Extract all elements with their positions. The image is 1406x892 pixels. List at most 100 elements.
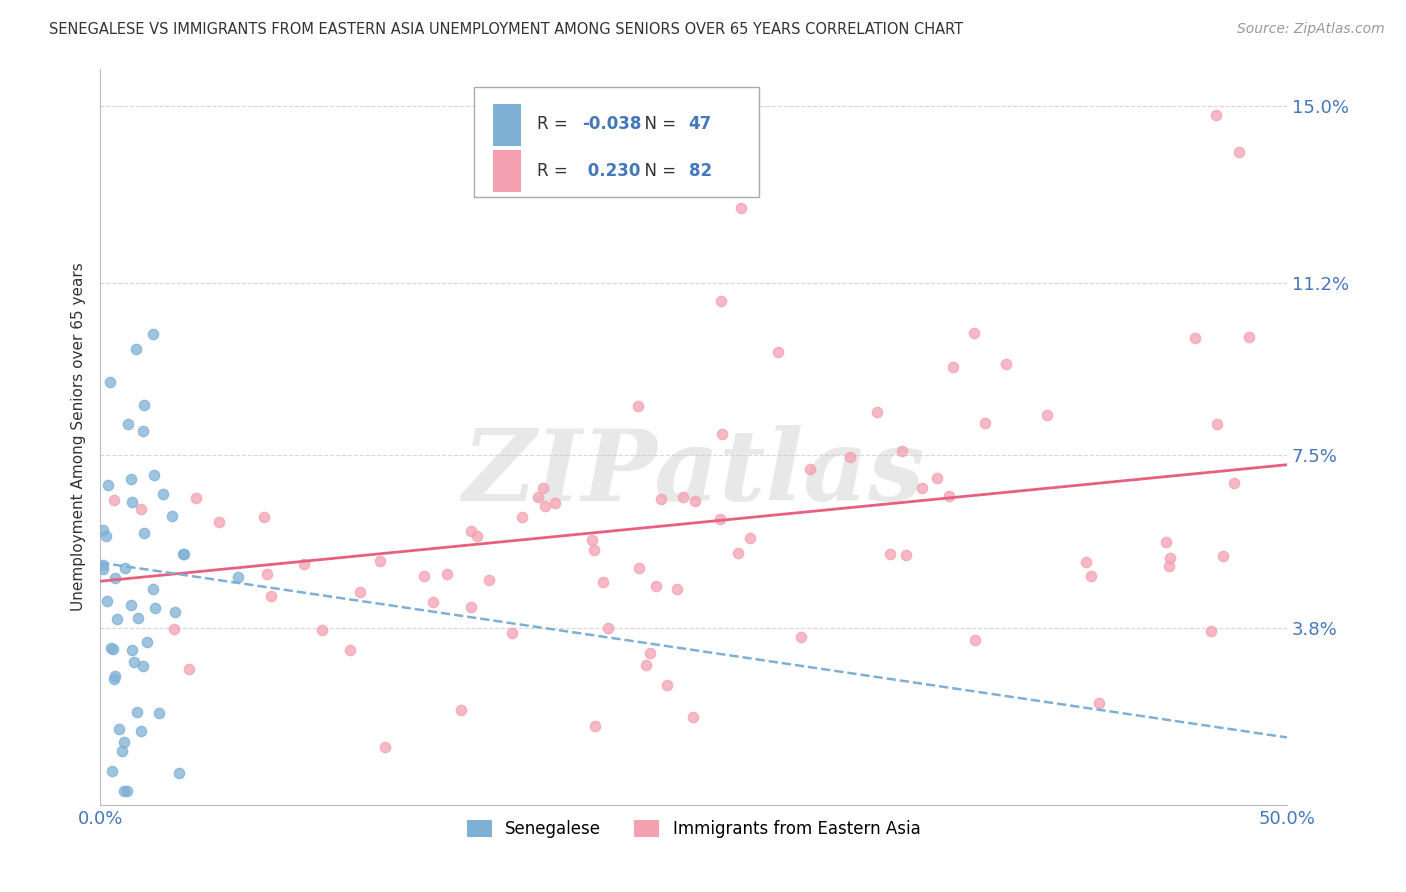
Text: R =: R = <box>537 115 572 134</box>
Point <box>1184 331 1206 345</box>
Point <box>436 567 458 582</box>
Point <box>1206 417 1229 431</box>
Text: 47: 47 <box>689 115 711 134</box>
Point <box>208 515 231 529</box>
Point <box>1076 555 1098 569</box>
Point <box>114 561 136 575</box>
Point <box>994 357 1017 371</box>
Text: ZIPatlas: ZIPatlas <box>463 425 925 522</box>
Point <box>838 450 860 464</box>
Point <box>730 202 752 216</box>
Point <box>96 594 118 608</box>
Point <box>640 646 662 660</box>
Point <box>534 499 557 513</box>
Point <box>104 571 127 585</box>
Point <box>132 658 155 673</box>
Point <box>256 566 278 581</box>
Text: Source: ZipAtlas.com: Source: ZipAtlas.com <box>1237 22 1385 37</box>
Point <box>124 655 146 669</box>
Point <box>710 426 733 441</box>
Point <box>910 481 932 495</box>
Point <box>531 482 554 496</box>
Point <box>460 524 482 538</box>
Point <box>963 326 986 341</box>
Point <box>111 744 134 758</box>
Point <box>1035 408 1057 422</box>
Point <box>91 558 114 573</box>
Point <box>100 764 122 778</box>
Point <box>512 510 534 524</box>
Point <box>91 562 114 576</box>
Point <box>100 640 122 655</box>
Point <box>132 398 155 412</box>
Point <box>374 739 396 754</box>
Text: R =: R = <box>537 161 572 180</box>
Point <box>963 633 986 648</box>
Point <box>94 528 117 542</box>
FancyBboxPatch shape <box>494 103 522 146</box>
Point <box>173 547 195 561</box>
Point <box>129 502 152 516</box>
Point <box>526 490 548 504</box>
Point <box>650 491 672 506</box>
Point <box>710 293 733 308</box>
Point <box>896 548 918 562</box>
Point <box>627 561 650 575</box>
Point <box>152 487 174 501</box>
Point <box>666 582 689 596</box>
Point <box>115 784 138 798</box>
Point <box>938 489 960 503</box>
FancyBboxPatch shape <box>474 87 759 197</box>
Point <box>103 493 125 508</box>
Point <box>766 344 789 359</box>
Point <box>125 342 148 356</box>
Point <box>127 611 149 625</box>
Point <box>260 589 283 603</box>
Point <box>1159 559 1181 574</box>
Point <box>120 598 142 612</box>
Text: N =: N = <box>634 161 682 180</box>
Point <box>501 626 523 640</box>
Point <box>1159 550 1181 565</box>
Point <box>790 630 813 644</box>
Point <box>163 622 186 636</box>
Point <box>167 766 190 780</box>
Point <box>132 424 155 438</box>
Point <box>1239 330 1261 344</box>
Point <box>544 496 567 510</box>
Text: 82: 82 <box>689 161 711 180</box>
Point <box>634 657 657 672</box>
Point <box>583 719 606 733</box>
Point <box>349 584 371 599</box>
Point <box>368 553 391 567</box>
Point <box>253 510 276 524</box>
Point <box>657 678 679 692</box>
Point <box>163 605 186 619</box>
Point <box>184 491 207 506</box>
Y-axis label: Unemployment Among Seniors over 65 years: Unemployment Among Seniors over 65 years <box>72 262 86 611</box>
Point <box>226 569 249 583</box>
Point <box>177 662 200 676</box>
Point <box>460 599 482 614</box>
Point <box>879 547 901 561</box>
Point <box>450 703 472 717</box>
Point <box>799 462 821 476</box>
Point <box>121 494 143 508</box>
Point <box>125 705 148 719</box>
Point <box>925 471 948 485</box>
Point <box>105 612 128 626</box>
Point <box>117 417 139 431</box>
Legend: Senegalese, Immigrants from Eastern Asia: Senegalese, Immigrants from Eastern Asia <box>460 813 927 845</box>
Point <box>422 595 444 609</box>
Point <box>101 642 124 657</box>
Point <box>103 672 125 686</box>
Point <box>120 472 142 486</box>
Point <box>294 557 316 571</box>
FancyBboxPatch shape <box>494 150 522 193</box>
Point <box>973 416 995 430</box>
Point <box>98 375 121 389</box>
Point <box>709 512 731 526</box>
Point <box>682 710 704 724</box>
Point <box>465 528 488 542</box>
Point <box>141 582 163 597</box>
